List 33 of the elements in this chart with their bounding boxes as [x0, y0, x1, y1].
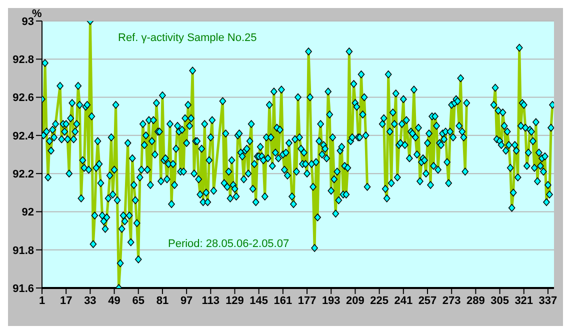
y-tick-label: 91.6: [12, 282, 34, 295]
x-tick-label: 97: [180, 294, 193, 307]
x-tick-label: 209: [346, 294, 364, 307]
x-tick-label: 225: [370, 294, 388, 307]
x-tick-label: 241: [394, 294, 413, 307]
x-tick-label: 49: [108, 294, 120, 307]
y-tick-label: 92: [22, 206, 34, 219]
x-tick-label: 17: [60, 294, 72, 307]
y-axis-title: %: [32, 8, 42, 20]
x-tick-label: 257: [418, 294, 437, 307]
x-tick-label: 33: [84, 294, 96, 307]
x-tick-label: 65: [132, 294, 144, 307]
x-tick-label: 193: [322, 294, 340, 307]
x-tick-label: 113: [202, 294, 220, 307]
y-tick-label: 92.2: [12, 168, 34, 180]
x-tick-label: 305: [490, 294, 509, 307]
x-tick-label: 161: [274, 294, 292, 307]
y-tick-label: 92.6: [12, 92, 34, 104]
x-tick-label: 145: [250, 294, 268, 307]
y-tick-label: 92.8: [12, 54, 34, 66]
annotation: Period: 28.05.06-2.05.07: [168, 238, 290, 250]
x-tick-label: 129: [226, 294, 244, 307]
y-tick-label: 93: [22, 16, 34, 28]
x-tick-label: 289: [466, 294, 485, 307]
x-tick-label: 273: [442, 294, 461, 307]
y-tick-label: 92.4: [12, 130, 35, 142]
x-tick-label: 337: [538, 294, 558, 307]
text: Ref. γ-activity Sample No.25: [118, 32, 257, 44]
y-tick-label: 91.8: [12, 244, 34, 257]
x-tick-label: 177: [298, 294, 316, 307]
x-tick-label: 321: [514, 294, 534, 307]
x-tick-label: 1: [38, 294, 46, 307]
x-tick-label: 81: [156, 294, 169, 307]
